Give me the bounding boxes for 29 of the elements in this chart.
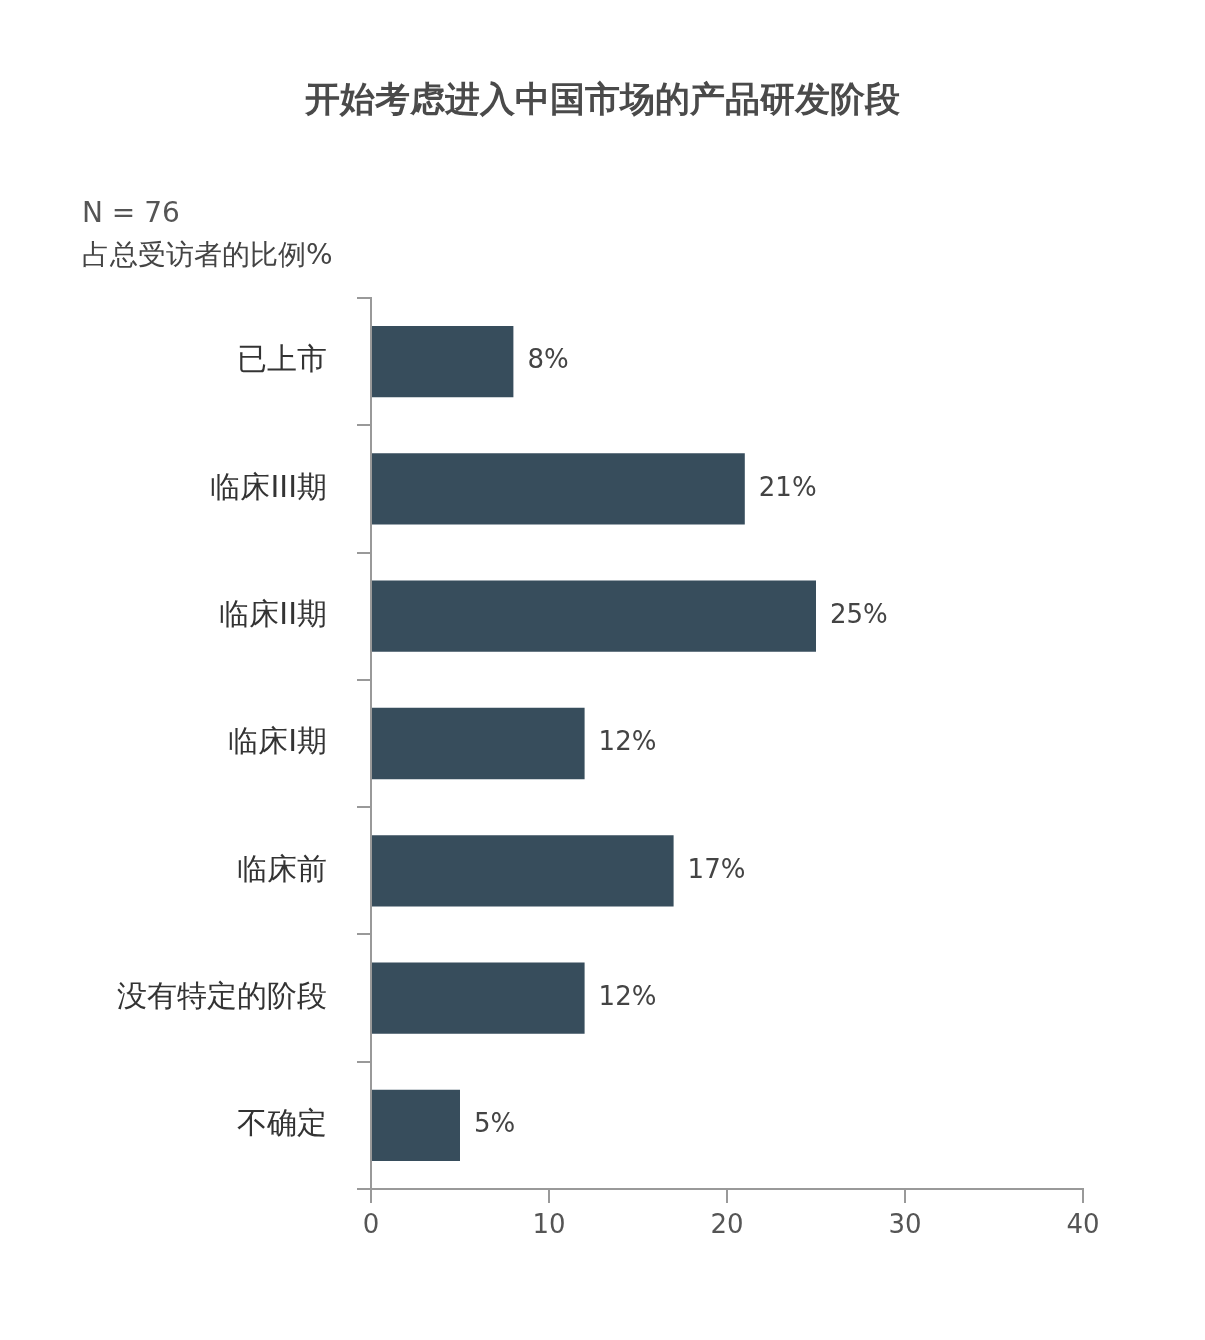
data-label: 21% <box>758 471 817 502</box>
bar <box>372 453 745 525</box>
y-tick-label: 临床I期 <box>228 723 327 759</box>
bar <box>372 580 816 652</box>
bar <box>372 1089 460 1161</box>
bar <box>372 707 585 780</box>
x-tick-label: 30 <box>888 1209 922 1240</box>
y-tick-label: 临床前 <box>237 850 327 886</box>
x-tick-label: 20 <box>710 1209 744 1240</box>
y-tick-label: 临床II期 <box>219 596 327 632</box>
bar <box>372 835 674 907</box>
chart-title: 开始考虑进入中国市场的产品研发阶段 <box>304 78 901 121</box>
y-tick-label: 不确定 <box>237 1105 327 1141</box>
y-tick-label: 没有特定的阶段 <box>117 977 327 1013</box>
bar <box>372 326 514 398</box>
y-tick-label: 临床III期 <box>210 468 327 504</box>
bar <box>372 962 585 1034</box>
data-label: 12% <box>598 726 657 757</box>
data-label: 12% <box>598 980 657 1011</box>
x-tick-label: 40 <box>1066 1209 1100 1240</box>
y-tick-label: 已上市 <box>237 341 327 377</box>
text: N = 76 <box>82 196 180 229</box>
data-label: 17% <box>687 853 746 884</box>
data-label: 25% <box>830 598 888 629</box>
x-tick-label: 0 <box>362 1209 380 1240</box>
data-label: 8% <box>527 344 569 375</box>
x-axis-title: 占总受访者的比例% <box>82 237 333 273</box>
x-tick-label: 10 <box>532 1209 566 1240</box>
data-label: 5% <box>474 1108 516 1139</box>
